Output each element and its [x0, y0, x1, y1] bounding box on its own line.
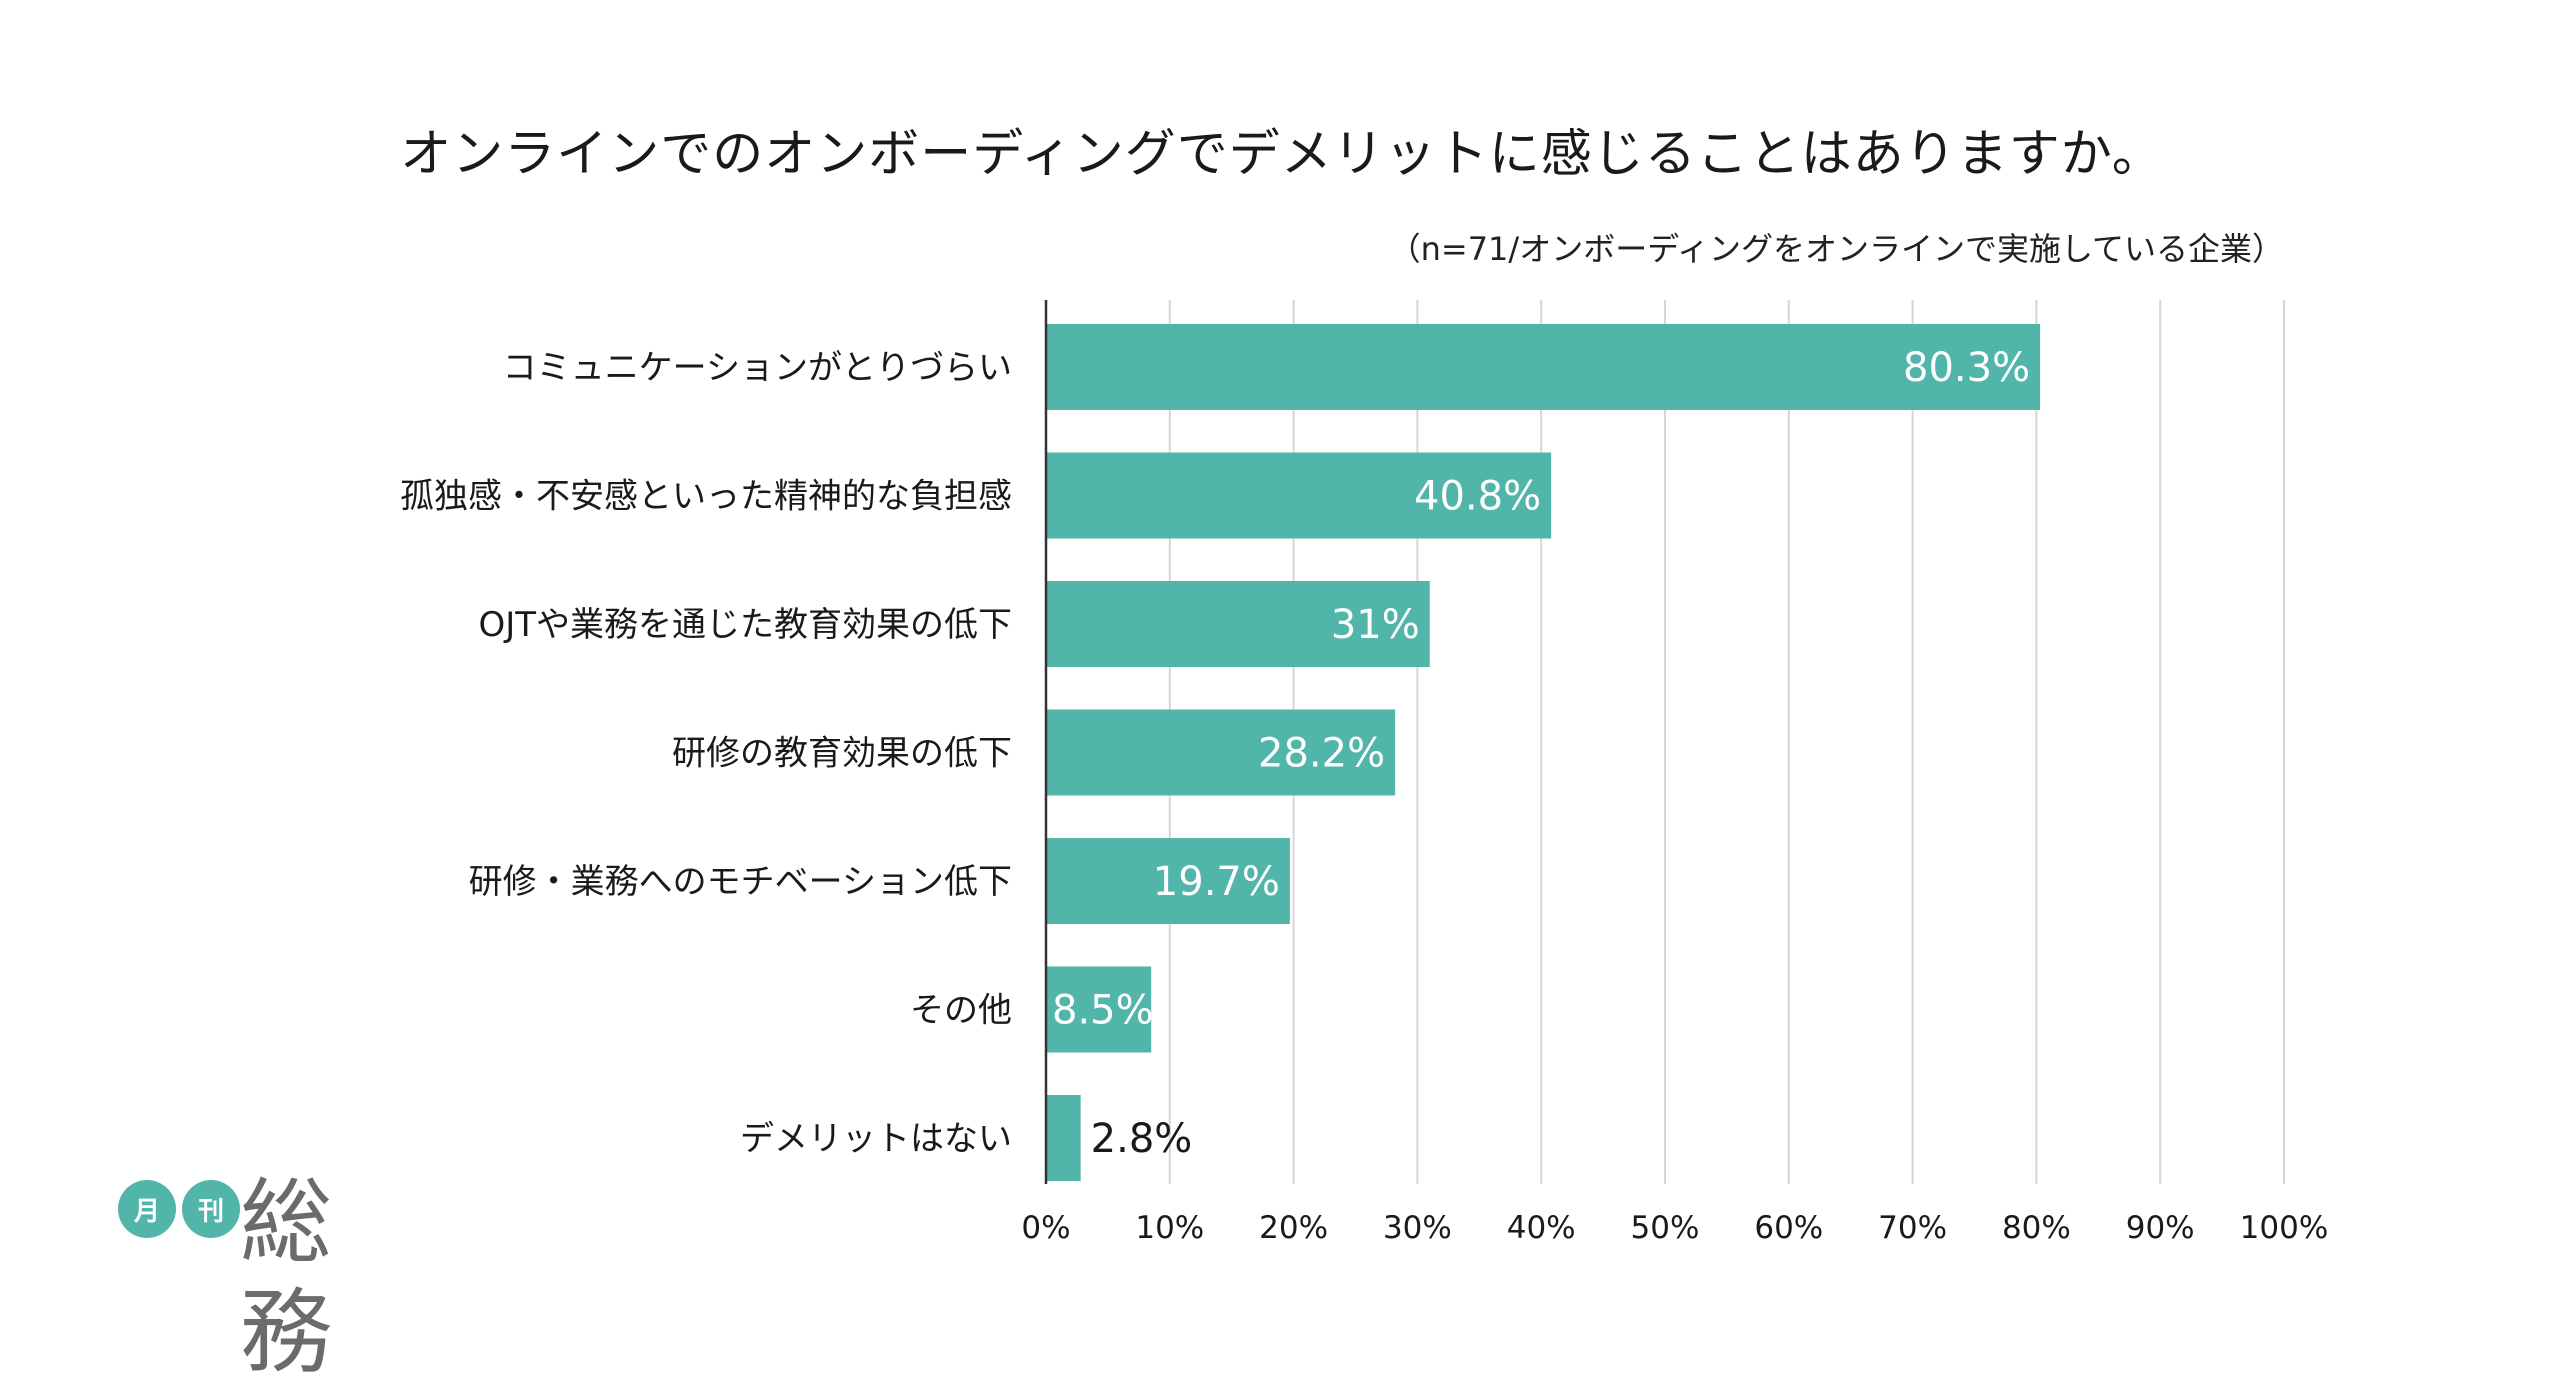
bar: [1046, 838, 1290, 924]
logo-badge-publication: 刊: [182, 1180, 240, 1238]
bar: [1046, 324, 2041, 410]
data-labels: 80.3% 40.8% 31% 28.2% 19.7% 8.5% 2.8%: [1052, 345, 2030, 1162]
grid-lines: [1168, 300, 2285, 1184]
x-tick-label: 30%: [1383, 1210, 1452, 1246]
bar: [1046, 1095, 1081, 1181]
x-tick-label: 80%: [2002, 1210, 2071, 1246]
bar: [1046, 709, 1396, 796]
chart-title: オンラインでのオンボーディングでデメリットに感じることはありますか。: [400, 125, 2164, 184]
data-label: 2.8%: [1091, 1116, 1193, 1162]
chart-subtitle: （n=71/オンボーディングをオンラインで実施している企業）: [1388, 230, 2284, 268]
x-tick-label: 50%: [1631, 1210, 1700, 1246]
bar: [1046, 452, 1552, 539]
x-tick-label: 60%: [1754, 1210, 1823, 1246]
x-tick-label: 90%: [2126, 1210, 2195, 1246]
category-label: 研修の教育効果の低下: [672, 734, 1012, 774]
x-tick-label: 20%: [1259, 1210, 1328, 1246]
x-tick-label: 10%: [1135, 1210, 1204, 1246]
data-label: 8.5%: [1052, 988, 1154, 1034]
data-label: 40.8%: [1414, 474, 1541, 520]
logo-badge-month: 月: [118, 1180, 176, 1238]
data-label: 80.3%: [1903, 345, 2030, 391]
data-label: 19.7%: [1153, 859, 1280, 905]
bar: [1046, 966, 1152, 1053]
category-label: OJTや業務を通じた教育効果の低下: [478, 605, 1012, 645]
category-label: その他: [910, 991, 1012, 1031]
x-tick-label: 100%: [2240, 1210, 2329, 1246]
x-tick-label: 40%: [1507, 1210, 1576, 1246]
bar: [1046, 581, 1430, 667]
x-tick-label: 70%: [1878, 1210, 1947, 1246]
bars: [1046, 324, 2041, 1181]
data-label: 31%: [1331, 602, 1420, 648]
category-label: 研修・業務へのモチベーション低下: [469, 862, 1012, 902]
category-label: 孤独感・不安感といった精神的な負担感: [400, 477, 1012, 517]
data-label: 28.2%: [1258, 731, 1385, 777]
x-axis-ticks: 0% 10% 20% 30% 40% 50% 60% 70% 80% 90% 100%: [1021, 1210, 2328, 1246]
monthly-soumu-logo: 月 刊 総務: [118, 1168, 418, 1386]
category-label: コミュニケーションがとりづらい: [503, 348, 1012, 388]
logo-name: 総務: [240, 1169, 332, 1386]
category-label: デメリットはない: [740, 1119, 1012, 1159]
x-tick-label: 0%: [1021, 1210, 1070, 1246]
